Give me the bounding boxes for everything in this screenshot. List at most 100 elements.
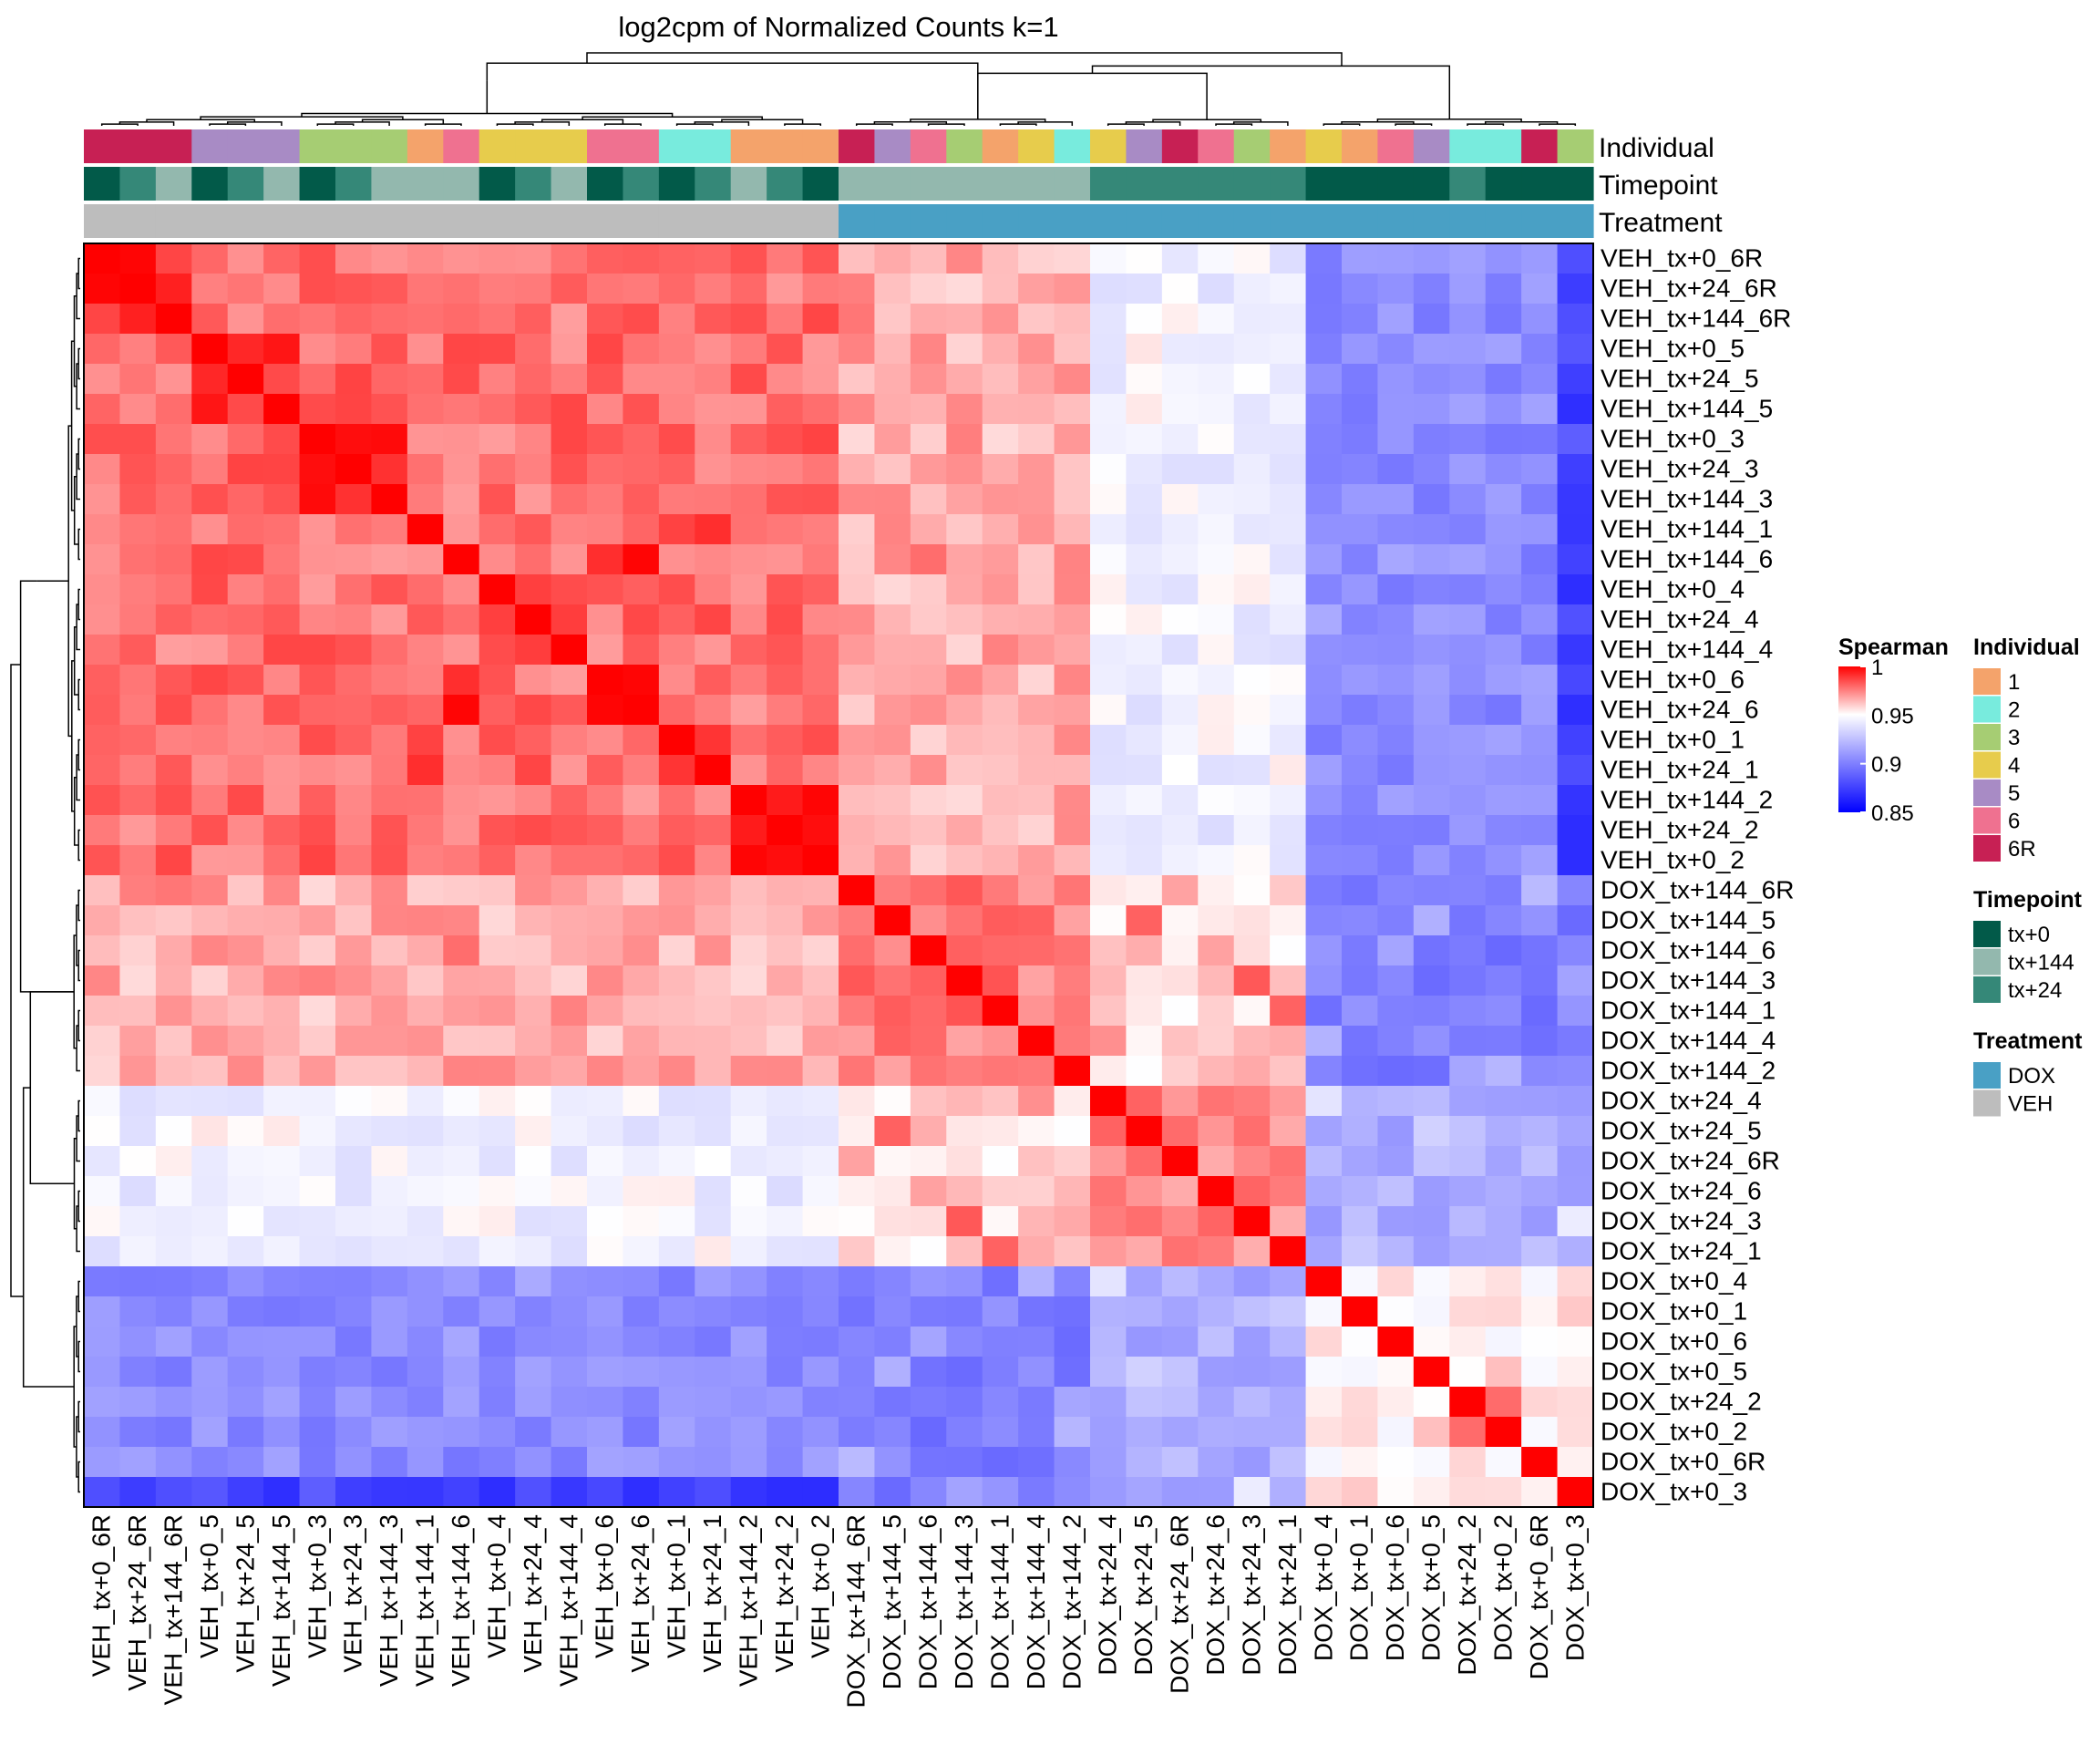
heatmap-cell	[1198, 484, 1235, 515]
annotation-cell-timepoint	[1305, 167, 1343, 201]
heatmap-cell	[587, 243, 624, 274]
heatmap-cell	[1485, 544, 1522, 575]
column-label: VEH_tx+144_3	[375, 1514, 403, 1687]
row-label: VEH_tx+144_3	[1601, 485, 1773, 513]
legend-title: Individual	[1973, 635, 2080, 660]
heatmap-cell	[874, 424, 911, 455]
heatmap-cell	[1485, 274, 1522, 305]
dendrogram-branch	[927, 123, 965, 126]
dendrogram-branch	[77, 1190, 80, 1223]
heatmap-cell	[1233, 1477, 1271, 1508]
heatmap-cell	[910, 334, 947, 365]
heatmap-cell	[515, 785, 552, 816]
heatmap-cell	[1521, 334, 1559, 365]
heatmap-cell	[371, 304, 408, 335]
dendrogram-branch	[1467, 123, 1505, 126]
heatmap-cell	[407, 785, 444, 816]
heatmap-cell	[335, 1206, 373, 1237]
heatmap-cell	[299, 815, 336, 846]
heatmap-cell	[515, 454, 552, 485]
heatmap-cell	[839, 1266, 876, 1297]
annotation-cell-individual	[1521, 129, 1559, 163]
heatmap-cell	[1233, 1236, 1271, 1267]
heatmap-cell	[1449, 905, 1487, 936]
heatmap-cell	[1305, 514, 1343, 545]
heatmap-cell	[335, 484, 373, 515]
heatmap-cell	[1090, 785, 1127, 816]
heatmap-cell	[1018, 1176, 1055, 1207]
heatmap-cell	[946, 1417, 983, 1448]
heatmap-cell	[119, 635, 157, 666]
heatmap-cell	[1521, 1447, 1559, 1478]
heatmap-cell	[946, 905, 983, 936]
heatmap-cell	[658, 604, 695, 635]
legend-swatch	[1973, 921, 2001, 947]
heatmap-cell	[263, 1146, 301, 1177]
heatmap-cell	[1557, 1447, 1594, 1478]
heatmap-cell	[1521, 875, 1559, 906]
heatmap-cell	[730, 1357, 767, 1388]
annotation-cell-treatment	[1342, 204, 1379, 238]
heatmap-cell	[1342, 755, 1379, 786]
heatmap-cell	[658, 815, 695, 846]
heatmap-cell	[623, 1387, 660, 1418]
heatmap-cell	[623, 695, 660, 726]
heatmap-cell	[515, 725, 552, 756]
heatmap-cell	[730, 394, 767, 425]
heatmap-cell	[1377, 785, 1415, 816]
heatmap-cell	[1342, 1146, 1379, 1177]
heatmap-cell	[802, 304, 839, 335]
heatmap-cell	[1270, 304, 1307, 335]
heatmap-cell	[767, 875, 804, 906]
heatmap-cell	[1485, 695, 1522, 726]
heatmap-cell	[767, 1236, 804, 1267]
heatmap-cell	[839, 334, 876, 365]
heatmap-cell	[802, 1146, 839, 1177]
annotation-cell-timepoint	[695, 167, 732, 201]
heatmap-cell	[1449, 1266, 1487, 1297]
heatmap-cell	[658, 785, 695, 816]
annotation-cell-individual	[263, 129, 301, 163]
heatmap-cell	[839, 1477, 876, 1508]
column-label: DOX_tx+24_5	[1129, 1514, 1158, 1676]
heatmap-cell	[623, 1236, 660, 1267]
heatmap-cell	[623, 1357, 660, 1388]
dendrogram-branch	[77, 829, 80, 862]
heatmap-cell	[946, 1296, 983, 1327]
heatmap-cell	[1449, 334, 1487, 365]
heatmap-cell	[1054, 965, 1091, 996]
heatmap-cell	[874, 394, 911, 425]
heatmap-cell	[515, 304, 552, 335]
annotation-cell-individual	[1485, 129, 1522, 163]
heatmap-cell	[695, 1296, 732, 1327]
heatmap-cell	[623, 243, 660, 274]
heatmap-cell	[1377, 1056, 1415, 1087]
heatmap-cell	[982, 1266, 1019, 1297]
legend-label: VEH	[2008, 1092, 2053, 1117]
heatmap-cell	[946, 1357, 983, 1388]
heatmap-cell	[1233, 604, 1271, 635]
dendrogram-branch	[603, 123, 642, 126]
heatmap-cell	[839, 635, 876, 666]
heatmap-cell	[119, 484, 157, 515]
heatmap-cell	[155, 1327, 192, 1358]
heatmap-cell	[1342, 1176, 1379, 1207]
legend-label: tx+144	[2008, 951, 2074, 976]
heatmap-cell	[479, 725, 516, 756]
heatmap-cell	[155, 1296, 192, 1327]
heatmap-cell	[1233, 905, 1271, 936]
heatmap-cell	[1198, 635, 1235, 666]
heatmap-cell	[1054, 1357, 1091, 1388]
heatmap-cell	[371, 1477, 408, 1508]
annotation-cell-treatment	[1126, 204, 1163, 238]
heatmap-cell	[910, 1387, 947, 1418]
annotation-cell-individual	[1198, 129, 1235, 163]
heatmap-cell	[839, 1116, 876, 1147]
heatmap-cell	[1161, 1176, 1199, 1207]
heatmap-cell	[515, 424, 552, 455]
heatmap-cell	[695, 815, 732, 846]
heatmap-cell	[1485, 1146, 1522, 1177]
heatmap-cell	[1233, 935, 1271, 966]
row-label: DOX_tx+24_2	[1601, 1388, 1762, 1416]
